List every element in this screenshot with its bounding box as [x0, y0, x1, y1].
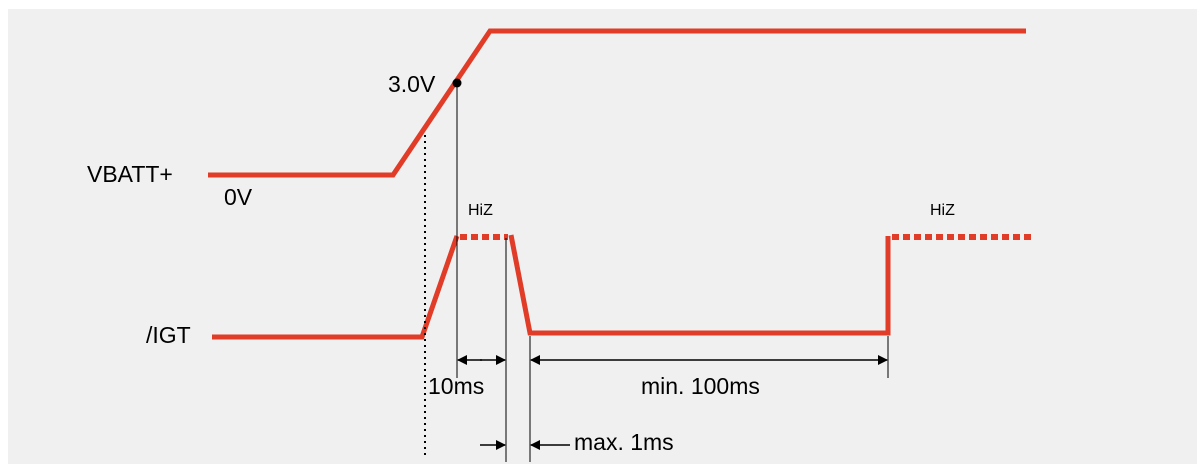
hiz-label-second: HiZ — [930, 202, 955, 219]
diagram-background — [8, 9, 1197, 464]
vbatt-label: VBATT+ — [87, 161, 173, 187]
delay-label: 10ms — [428, 373, 484, 399]
threshold-label: 3.0V — [388, 71, 436, 97]
zero-volt-label: 0V — [224, 184, 253, 210]
igt-waveform-low-pulse — [508, 234, 891, 336]
fall-time-label: max. 1ms — [574, 429, 674, 455]
igt-label: /IGT — [146, 322, 191, 348]
threshold-point — [452, 78, 462, 88]
hiz-label-first: HiZ — [468, 202, 493, 219]
low-pulse-label: min. 100ms — [641, 373, 760, 399]
vbatt-waveform — [208, 28, 1026, 178]
igt-waveform-rise — [212, 235, 460, 340]
